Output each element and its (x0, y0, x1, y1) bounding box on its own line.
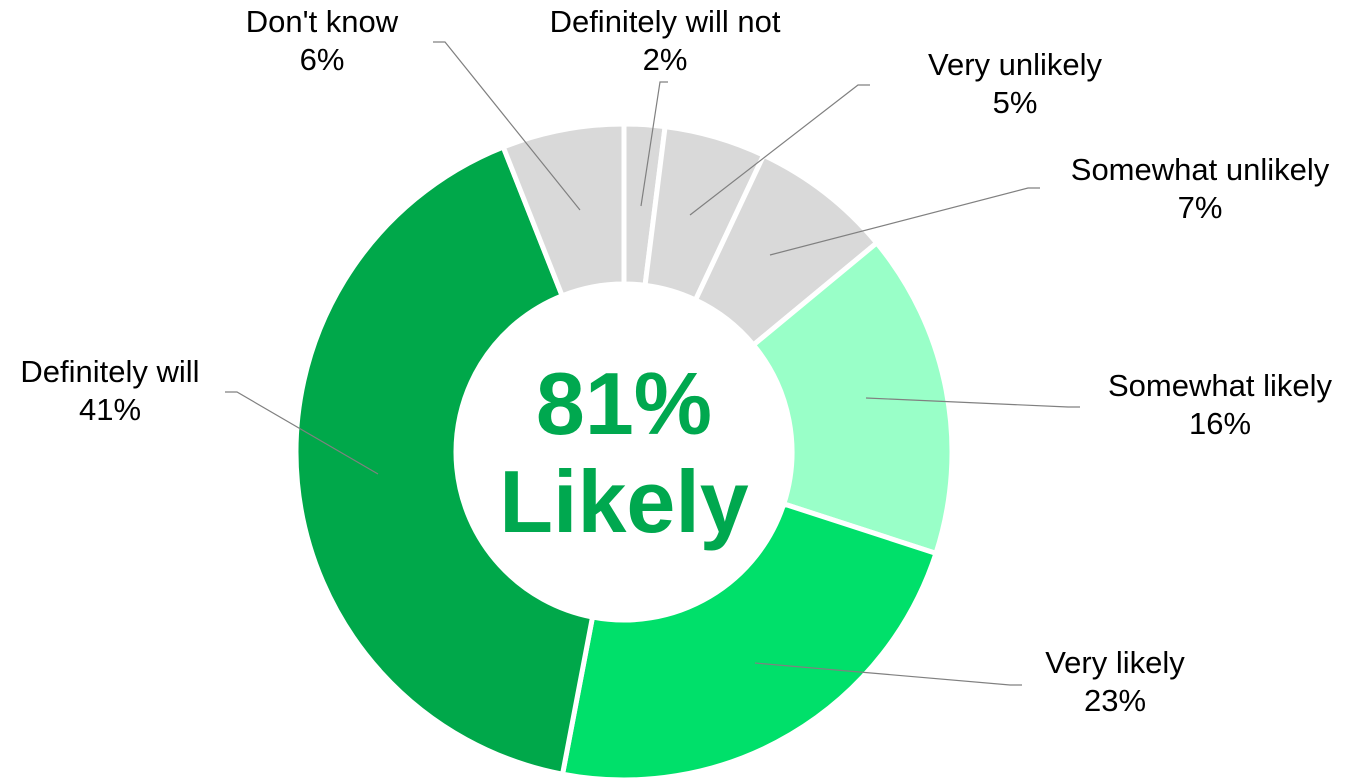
value-label-definitely-will-not: 2% (643, 42, 688, 77)
label-very-unlikely: Very unlikely (928, 47, 1103, 82)
label-don-t-know: Don't know (246, 4, 399, 39)
label-definitely-will-not: Definitely will not (550, 4, 781, 39)
value-label-very-likely: 23% (1084, 683, 1146, 718)
value-label-somewhat-likely: 16% (1189, 406, 1251, 441)
label-very-likely: Very likely (1045, 645, 1185, 680)
value-label-very-unlikely: 5% (993, 85, 1038, 120)
value-label-somewhat-unlikely: 7% (1178, 190, 1223, 225)
value-label-definitely-will: 41% (79, 392, 141, 427)
center-value: 81% (536, 354, 712, 453)
center-label: Likely (499, 452, 749, 551)
label-somewhat-unlikely: Somewhat unlikely (1071, 152, 1330, 187)
label-somewhat-likely: Somewhat likely (1108, 368, 1332, 403)
label-definitely-will: Definitely will (20, 354, 199, 389)
value-label-don-t-know: 6% (300, 42, 345, 77)
